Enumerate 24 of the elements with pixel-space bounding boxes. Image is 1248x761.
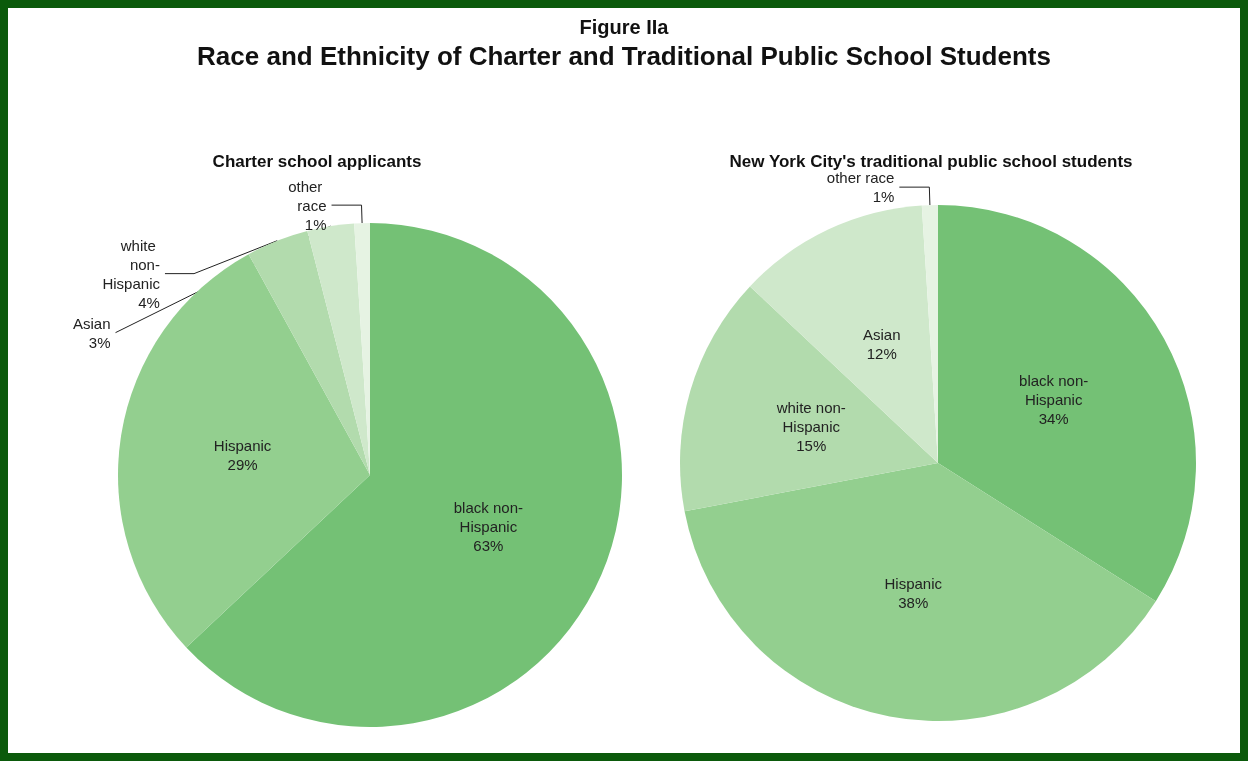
data-label: 34% [1038, 409, 1069, 427]
chart-title: New York City's traditional public school students [729, 152, 1133, 171]
data-label: 38% [898, 593, 929, 611]
slice-label: Asian [863, 325, 901, 343]
chart-title: Figure IIa [579, 16, 669, 38]
chart-title: Charter school applicants [212, 152, 422, 171]
slice-label: other race [288, 177, 327, 214]
data-label: 15% [796, 436, 827, 454]
data-label: 12% [866, 344, 897, 362]
slice-label: Hispanic [213, 436, 272, 454]
data-label: 3% [88, 333, 111, 351]
text: Race and Ethnicity of Charter and Traditional Public School Students [197, 41, 1051, 71]
slice-label: black non-Hispanic [453, 498, 523, 535]
slice-label: white non-Hispanic [102, 236, 161, 292]
data-label: 1% [304, 215, 327, 233]
slice-label: other race [826, 169, 895, 187]
data-label: 63% [473, 536, 504, 554]
data-label: 4% [138, 293, 160, 311]
slice-label: Hispanic [884, 574, 943, 592]
slice-label: Asian [72, 314, 111, 332]
slice-label: black non-Hispanic [1019, 371, 1089, 408]
slice-label: white non-Hispanic [775, 398, 846, 435]
data-label: 1% [872, 188, 895, 206]
data-label: 29% [227, 455, 258, 473]
